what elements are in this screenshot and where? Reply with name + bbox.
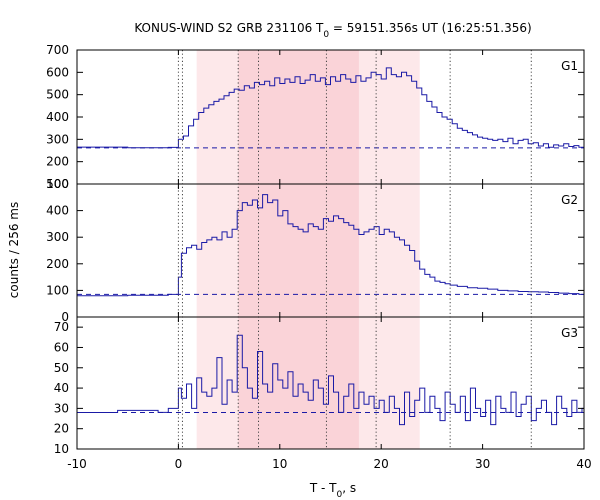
y-tick-label: 600: [46, 65, 69, 79]
x-tick-label: 10: [272, 457, 287, 471]
y-tick-label: 40: [54, 381, 69, 395]
shade-inner: [238, 50, 359, 449]
y-tick-label: 700: [46, 43, 69, 57]
panel-g1: 100 200 300 400 500 600 700 G1: [46, 43, 585, 191]
series-g3: [77, 334, 584, 426]
panel-g3: 10 20 30 40 50 60 70 G3: [54, 320, 584, 456]
x-tick-label: -10: [67, 457, 87, 471]
x-axis-label: T - T0, s: [309, 481, 356, 500]
panels: 100 200 300 400 500 600 700 G1 0 100 200 300 400 500 G…: [46, 43, 585, 456]
y-tick-label: 30: [54, 401, 69, 415]
y-tick-label: 400: [46, 110, 69, 124]
shaded-intervals: [196, 50, 420, 449]
x-tick-label: 40: [576, 457, 591, 471]
outer-frame: [76, 49, 585, 450]
x-tick-label: 0: [175, 457, 183, 471]
panel-g2: 0 100 200 300 400 500 G2: [46, 177, 585, 324]
y-tick-label: 0: [61, 310, 69, 324]
plot-frame: [76, 49, 585, 450]
y-tick-label: 70: [54, 320, 69, 334]
panel-label: G1: [561, 59, 578, 73]
y-tick-label: 20: [54, 422, 69, 436]
y-tick-label: 500: [46, 177, 69, 191]
y-axis-label: counts / 256 ms: [7, 202, 21, 298]
chart-title: KONUS-WIND S2 GRB 231106 T0 = 59151.356s…: [134, 21, 531, 40]
y-tick-label: 500: [46, 88, 69, 102]
y-tick-label: 300: [46, 230, 69, 244]
y-tick-label: 200: [46, 257, 69, 271]
series-g2: [77, 194, 585, 297]
panel-label: G3: [561, 326, 578, 340]
x-tick-label: 20: [374, 457, 389, 471]
y-tick-label: 50: [54, 361, 69, 375]
x-tick-label: 30: [475, 457, 490, 471]
y-tick-label: 100: [46, 177, 69, 191]
x-axis-ticks: -10 0 10 20 30 40: [67, 50, 592, 471]
y-tick-label: 60: [54, 340, 69, 354]
y-tick-label: 400: [46, 204, 69, 218]
y-tick-label: 10: [54, 442, 69, 456]
y-tick-label: 200: [46, 155, 69, 169]
y-tick-label: 300: [46, 132, 69, 146]
y-tick-label: 100: [46, 283, 69, 297]
panel-label: G2: [561, 193, 578, 207]
